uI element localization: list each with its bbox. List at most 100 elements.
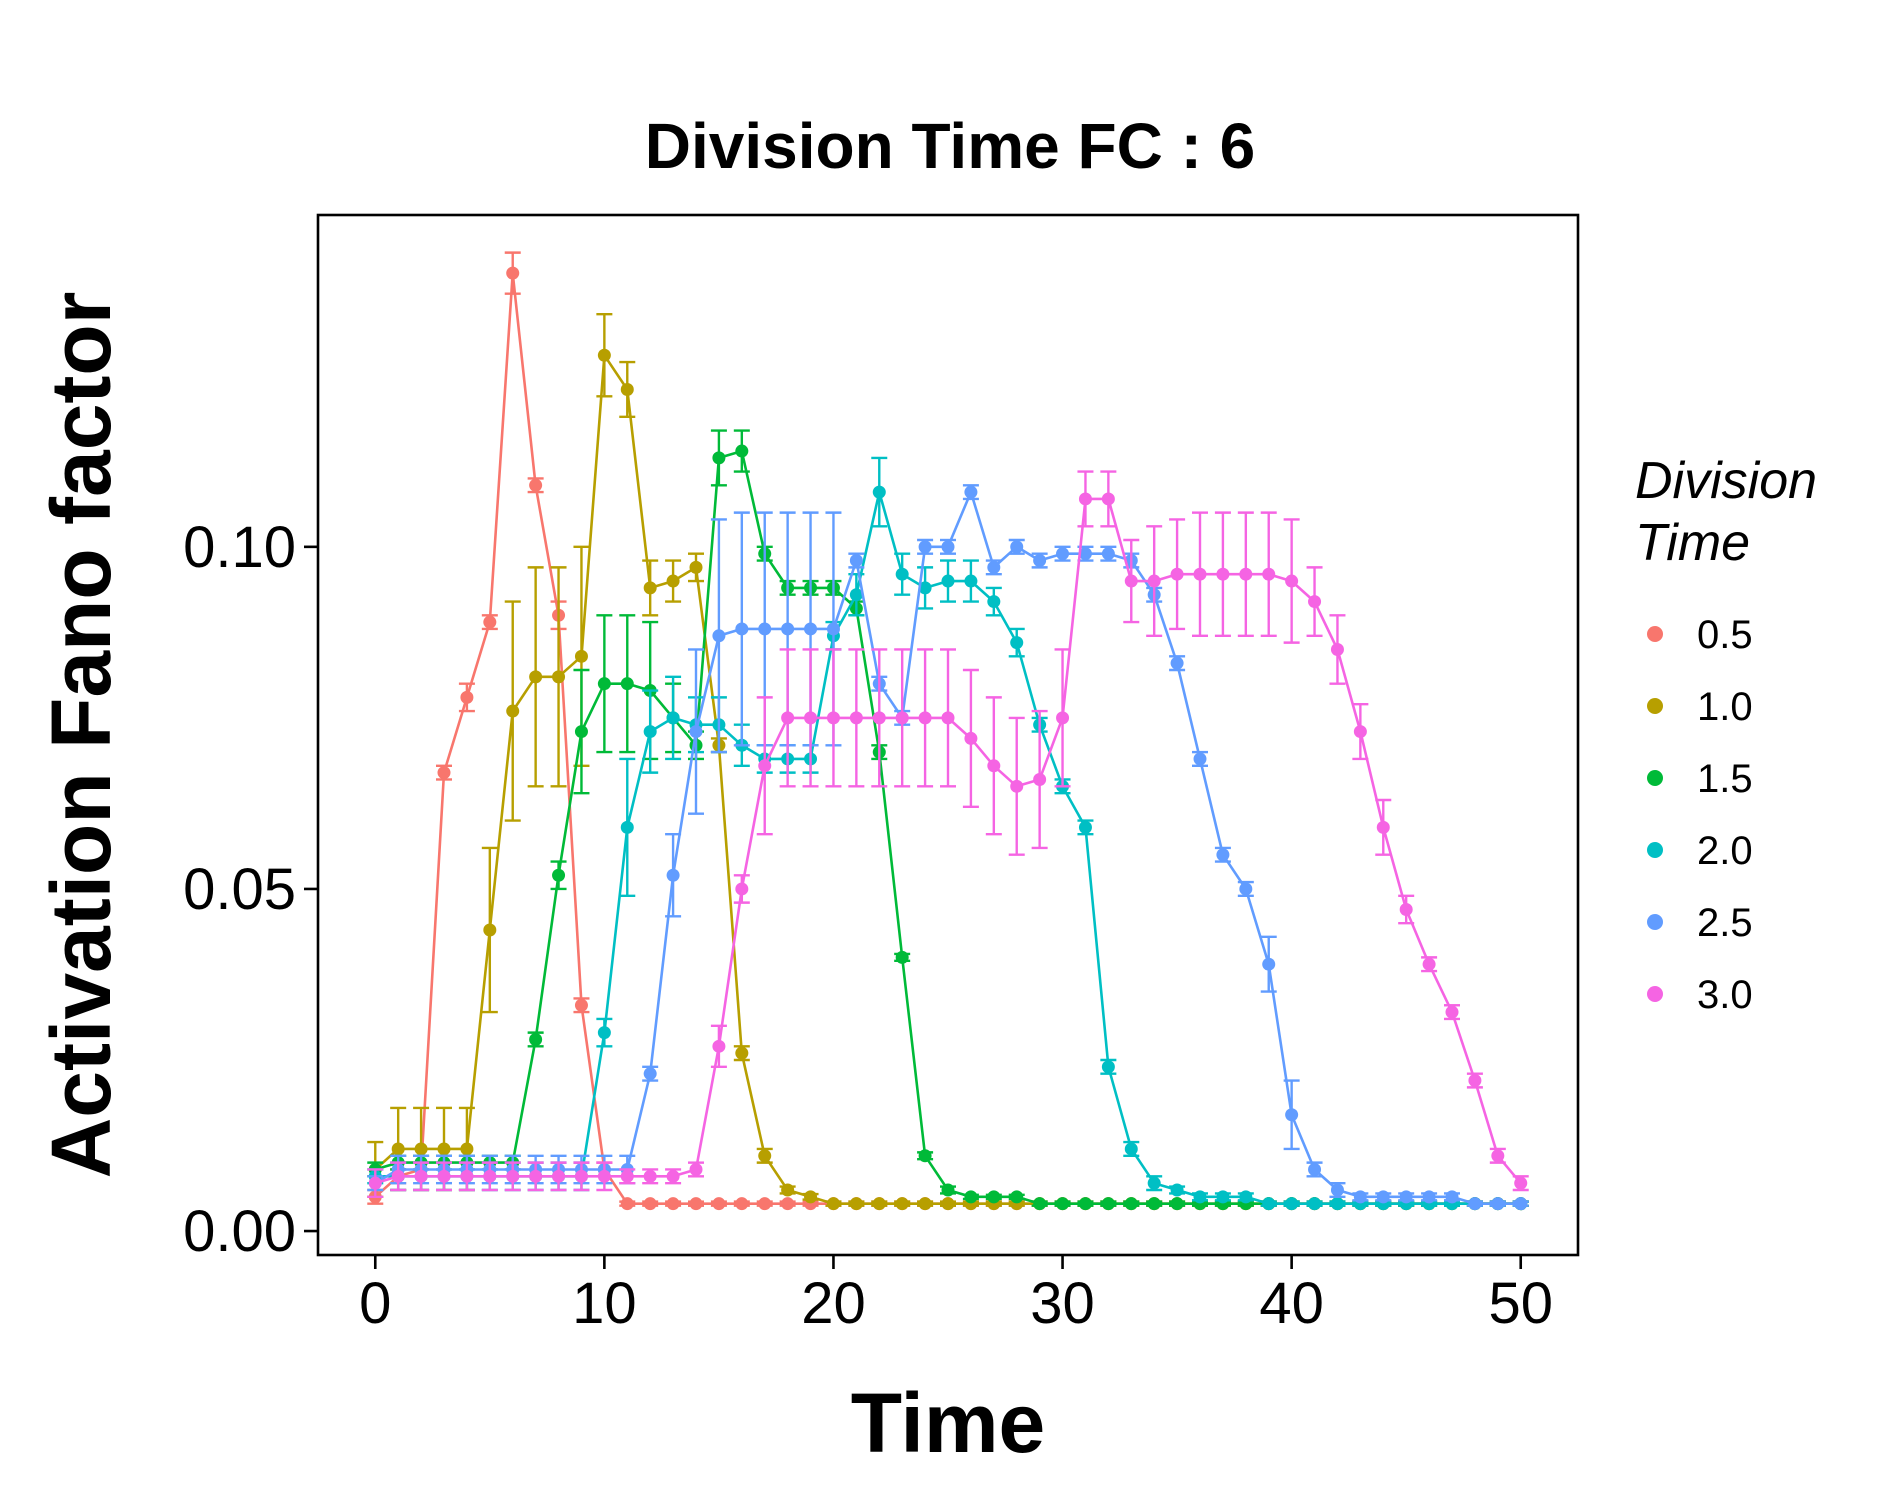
x-axis-title: Time [851,1376,1046,1470]
data-point [1376,820,1390,834]
data-point [849,588,863,602]
data-point [1170,656,1184,670]
legend-swatch [1647,698,1663,714]
data-point [529,1032,543,1046]
data-point [689,560,703,574]
series-2.0 [367,456,1529,1211]
data-point [368,1176,382,1190]
x-tick-label: 30 [1030,1271,1095,1336]
legend-label: 2.0 [1697,829,1753,873]
data-point [1124,1142,1138,1156]
data-point [1262,567,1276,581]
legend: Division Time 0.5 1.0 1.5 2.0 2.5 3.0 [1635,452,1817,1017]
data-point [941,711,955,725]
data-point [552,1169,566,1183]
data-point [758,1197,772,1211]
data-point [1491,1149,1505,1163]
data-point [437,1169,451,1183]
data-point [506,704,520,718]
x-tick-label: 0 [359,1271,391,1336]
data-point [483,1169,497,1183]
data-point [1010,779,1024,793]
data-point [1056,547,1070,561]
data-point [506,1169,520,1183]
data-point [1239,1190,1253,1204]
data-point [597,677,611,691]
y-axis: 0.00 0.05 0.10 [183,515,318,1264]
data-point [1147,1176,1161,1190]
data-point [895,950,909,964]
data-point [1308,1197,1322,1211]
data-point [918,540,932,554]
data-point [1056,711,1070,725]
data-point [689,725,703,739]
data-point [941,540,955,554]
data-point [849,711,863,725]
data-point [1170,567,1184,581]
data-point [918,1197,932,1211]
data-point [758,759,772,773]
data-point [1308,1162,1322,1176]
data-point [987,560,1001,574]
data-point [941,1197,955,1211]
legend-items: 0.5 1.0 1.5 2.0 2.5 3.0 [1647,613,1753,1017]
legend-item: 1.0 [1647,685,1753,729]
data-point [483,923,497,937]
legend-item: 0.5 [1647,613,1753,657]
legend-swatch [1647,626,1663,642]
data-point [1101,492,1115,506]
data-point [529,670,543,684]
legend-item: 2.0 [1647,829,1753,873]
y-tick-label: 0.00 [183,1199,296,1264]
data-point [781,622,795,636]
data-point [941,1183,955,1197]
data-point [643,1197,657,1211]
data-point [1468,1197,1482,1211]
data-point [666,1169,680,1183]
legend-label: 1.0 [1697,685,1753,729]
data-point [895,1197,909,1211]
data-point [781,1197,795,1211]
data-point [597,1169,611,1183]
data-point [964,574,978,588]
data-point [1124,1197,1138,1211]
data-point [1078,547,1092,561]
data-point [1353,725,1367,739]
data-point [987,595,1001,609]
data-point [574,998,588,1012]
data-point [1147,1197,1161,1211]
data-point [712,451,726,465]
data-point [620,820,634,834]
data-point [849,554,863,568]
data-point [918,711,932,725]
legend-swatch [1647,914,1663,930]
x-tick-label: 50 [1488,1271,1553,1336]
data-point [964,1190,978,1204]
legend-title-line-1: Division [1635,452,1817,510]
data-point [1330,1197,1344,1211]
data-point [781,1183,795,1197]
data-point [712,629,726,643]
x-tick-label: 10 [572,1271,637,1336]
legend-label: 0.5 [1697,613,1753,657]
data-point [712,1039,726,1053]
data-point [1078,492,1092,506]
data-point [1010,636,1024,650]
data-point [620,677,634,691]
data-point [1101,1197,1115,1211]
data-point [964,485,978,499]
data-point [1033,554,1047,568]
data-point [552,670,566,684]
data-point [826,622,840,636]
legend-swatch [1647,842,1663,858]
data-point [826,1197,840,1211]
data-point [804,1190,818,1204]
data-point [987,759,1001,773]
data-point [437,766,451,780]
data-point [1422,957,1436,971]
data-point [1033,772,1047,786]
data-point [1033,1197,1047,1211]
data-point [1514,1176,1528,1190]
data-point [620,382,634,396]
data-point [1056,1197,1070,1211]
